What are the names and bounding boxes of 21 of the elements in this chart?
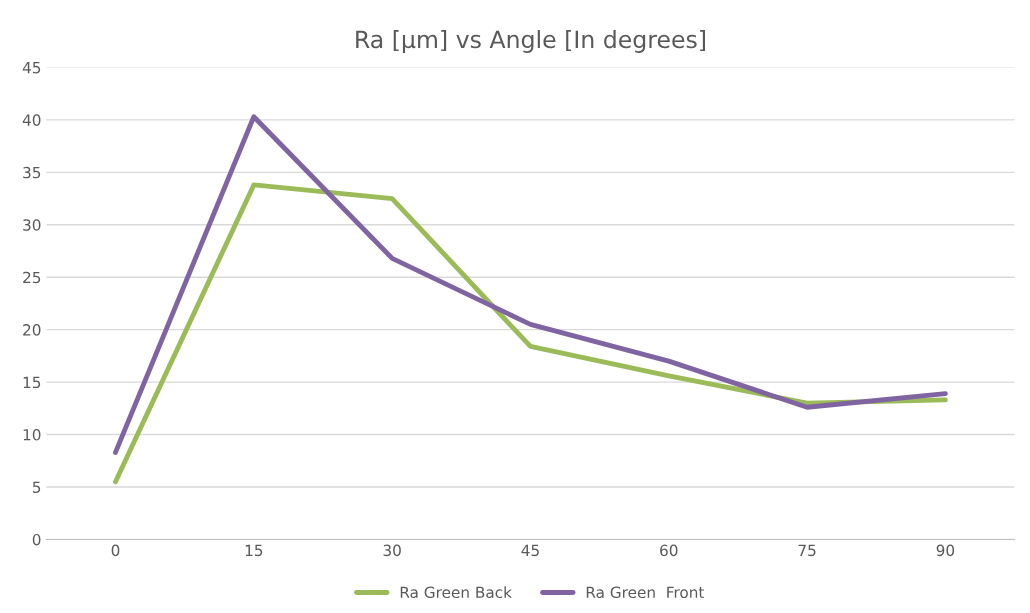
x-tick-label: 45 [521,544,539,557]
chart-title: Ra [µm] vs Angle [In degrees] [356,30,705,53]
x-tick-label: 75 [798,544,816,557]
legend-label: Ra Green Front [586,586,705,599]
y-tick-label: 30 [23,219,41,231]
x-tick-label: 60 [660,544,678,557]
y-tick-label: 40 [22,114,41,126]
x-tick-label: 0 [111,544,120,557]
y-tick-label: 35 [23,166,41,179]
y-tick-label: 10 [23,429,41,441]
x-tick-label: 90 [936,544,955,557]
line-series [113,114,948,455]
x-tick-label: 15 [245,544,263,557]
y-tick-label: 25 [23,271,41,284]
y-tick-label: 20 [23,324,41,336]
y-tick-label: 15 [23,376,41,389]
legend-label: Ra Green Back [400,586,512,599]
x-tick-label: 30 [383,544,401,557]
y-tick-label: 45 [22,62,41,74]
y-tick-label: 0 [32,533,41,546]
y-tick-label: 5 [32,481,41,494]
